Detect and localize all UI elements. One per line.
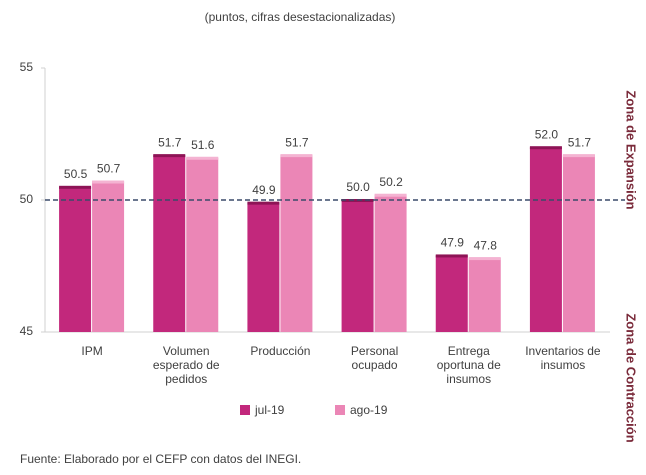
bar [529, 147, 562, 332]
x-tick-label: Producción [250, 344, 311, 358]
bar [247, 202, 280, 332]
side-label: Zona de Contracción [624, 313, 639, 442]
value-label: 51.7 [158, 135, 182, 149]
value-label: 50.5 [64, 167, 88, 181]
value-label: 50.7 [97, 162, 121, 176]
bar [153, 155, 186, 332]
x-tick-label: Volumen esperado de pedidos [152, 344, 220, 386]
bar [374, 194, 407, 332]
bar-top [59, 185, 92, 189]
bar [562, 155, 595, 332]
legend-label: jul-19 [254, 403, 285, 417]
bar [435, 255, 468, 332]
value-label: 51.6 [191, 138, 215, 152]
bar-top [435, 254, 468, 258]
value-label: 52.0 [535, 127, 559, 141]
legend-label: ago-19 [350, 403, 388, 417]
bar [186, 157, 219, 332]
x-tick-label: Inventarios de insumos [525, 344, 601, 372]
bar-top [186, 156, 219, 160]
value-label: 51.7 [568, 135, 592, 149]
x-tick-label: IPM [81, 344, 103, 358]
value-label: 50.0 [346, 180, 370, 194]
bar [468, 258, 501, 332]
value-label: 47.8 [474, 238, 498, 252]
bar-top [374, 193, 407, 197]
y-tick-label: 45 [20, 324, 34, 338]
legend-swatch [240, 405, 250, 415]
bar-top [247, 201, 280, 205]
x-tick-label: Entrega oportuna de insumos [436, 344, 501, 386]
bar-top [153, 154, 186, 158]
bar-top [92, 180, 125, 184]
bar [59, 186, 92, 332]
bar-top [529, 146, 562, 150]
bar [92, 181, 125, 332]
legend-swatch [335, 405, 345, 415]
bar-top [280, 154, 313, 158]
bar-top [562, 154, 595, 158]
value-label: 51.7 [285, 135, 309, 149]
value-label: 50.2 [379, 175, 403, 189]
chart-subtitle: (puntos, cifras desestacionalizadas) [205, 10, 396, 24]
value-label: 49.9 [252, 183, 276, 197]
value-label: 47.9 [441, 236, 465, 250]
y-tick-label: 55 [20, 60, 34, 74]
source: Fuente: Elaborado por el CEFP con datos … [20, 452, 301, 466]
bar-top [468, 257, 501, 261]
y-tick-label: 50 [20, 192, 34, 206]
side-label: Zona de Expansión [624, 90, 639, 209]
bar [280, 155, 313, 332]
bar [341, 200, 374, 332]
x-tick-label: Personal ocupado [350, 344, 399, 372]
